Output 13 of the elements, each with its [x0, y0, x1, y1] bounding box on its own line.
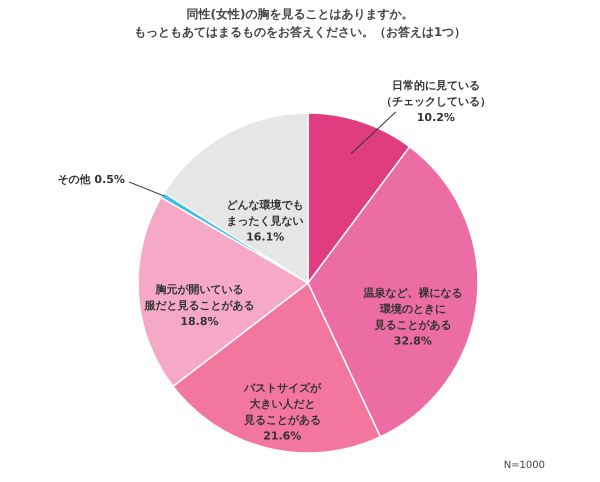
text: N=1000 [504, 460, 545, 471]
data-label: 21.6% [263, 430, 302, 443]
data-label: 16.1% [246, 230, 284, 244]
data-label: 32.8% [394, 334, 432, 348]
slice-label: その他 0.5% [58, 172, 125, 186]
slice-label: 温泉など、裸になる環境のときに見ることがある [362, 286, 462, 332]
slice-label: どんな環境でもまったく見ない [226, 198, 304, 228]
data-label: 18.8% [180, 314, 218, 328]
slice-label: 胸元が開いている服だと見ることがある [143, 282, 254, 312]
slice-label: 日常的に見ている（チェックしている） [380, 78, 491, 108]
chart-title: 同性(女性)の胸を見ることはありますか。もっともあてはまるものをお答えください。（お答えは1つ） [134, 7, 466, 39]
slice-label: バストサイズが大きい人だと見ることがある [242, 382, 322, 427]
data-label: 10.2% [416, 110, 455, 124]
